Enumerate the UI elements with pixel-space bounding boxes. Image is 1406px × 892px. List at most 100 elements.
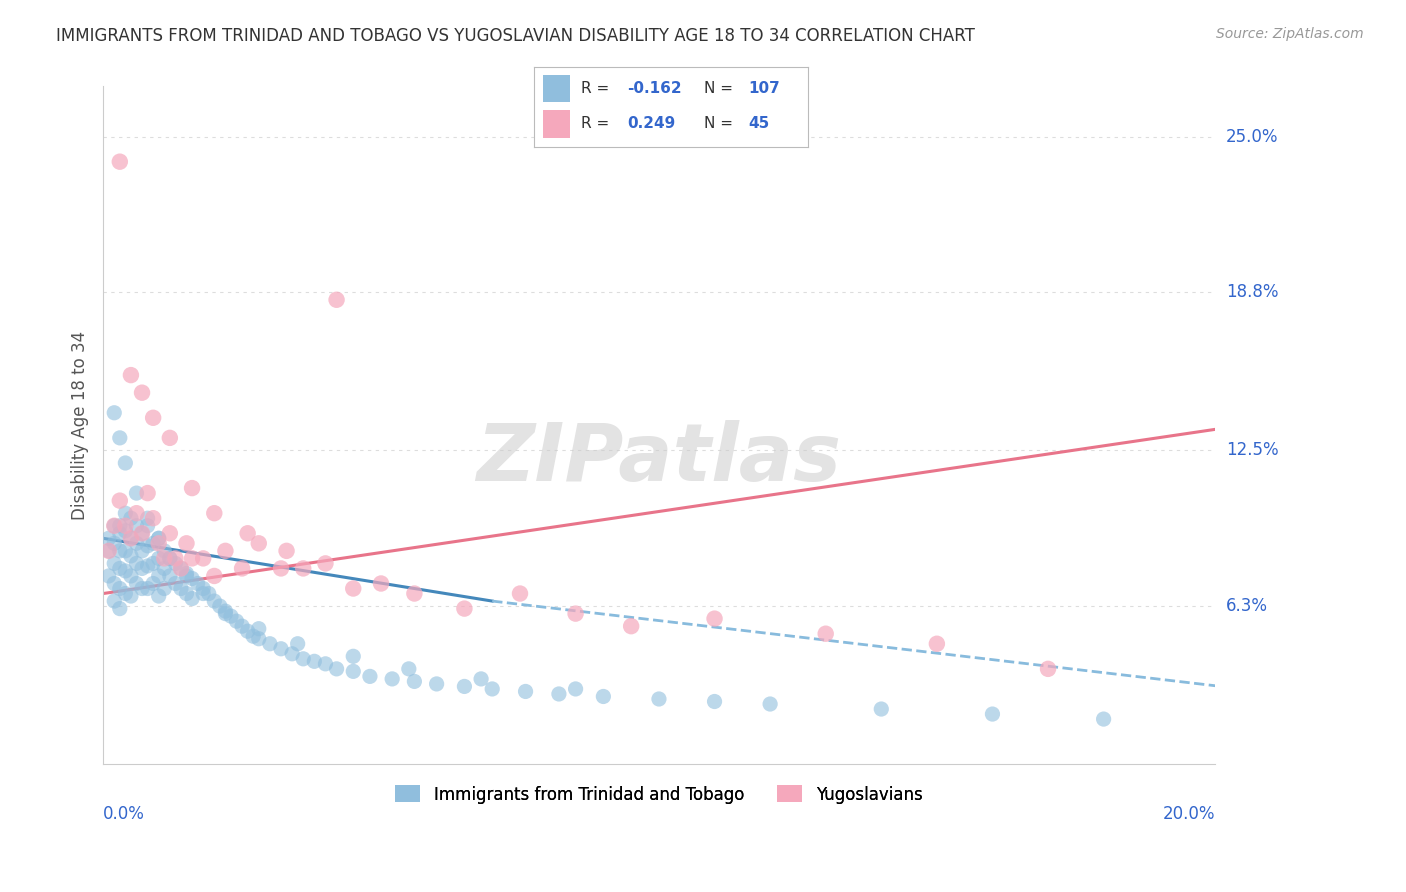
Text: 20.0%: 20.0% <box>1163 805 1215 823</box>
Point <box>509 586 531 600</box>
Point <box>136 558 159 573</box>
Point <box>176 536 198 550</box>
Point <box>1092 712 1115 726</box>
Point <box>103 518 125 533</box>
Point <box>142 536 165 550</box>
Point <box>193 582 215 596</box>
Point <box>814 626 837 640</box>
Point <box>515 684 537 698</box>
Point <box>181 591 204 606</box>
Text: 0.0%: 0.0% <box>103 805 145 823</box>
Point <box>114 518 136 533</box>
Point <box>170 561 193 575</box>
Point <box>231 619 253 633</box>
Point <box>342 582 364 596</box>
Point <box>470 672 492 686</box>
FancyBboxPatch shape <box>543 75 569 103</box>
Point <box>108 431 131 445</box>
Point <box>153 582 176 596</box>
Point <box>153 551 176 566</box>
Point <box>703 694 725 708</box>
Point <box>125 536 148 550</box>
Point <box>97 531 120 545</box>
Point <box>142 557 165 571</box>
Point <box>176 586 198 600</box>
Point <box>120 368 142 383</box>
Point <box>202 569 225 583</box>
Point <box>214 607 236 621</box>
Point <box>398 662 420 676</box>
Point <box>259 637 281 651</box>
Point <box>148 569 170 583</box>
Text: 18.8%: 18.8% <box>1226 284 1278 301</box>
Point <box>208 599 231 613</box>
Point <box>270 641 292 656</box>
Point <box>142 576 165 591</box>
Point <box>181 481 204 495</box>
Point <box>159 569 181 583</box>
Point <box>187 576 209 591</box>
Point <box>103 536 125 550</box>
Text: ZIPatlas: ZIPatlas <box>477 420 841 499</box>
Point <box>325 662 347 676</box>
Point <box>103 576 125 591</box>
Point <box>342 665 364 679</box>
Point <box>159 551 181 566</box>
Point <box>131 582 153 596</box>
Point <box>193 586 215 600</box>
Point <box>170 561 193 575</box>
Point <box>292 652 315 666</box>
Point <box>148 531 170 545</box>
Text: 6.3%: 6.3% <box>1226 597 1268 615</box>
Point <box>592 690 614 704</box>
Point <box>292 561 315 575</box>
Point <box>314 557 336 571</box>
Point <box>564 681 586 696</box>
Point <box>136 582 159 596</box>
Point <box>181 572 204 586</box>
Point <box>159 551 181 566</box>
Text: 45: 45 <box>748 116 769 131</box>
Point <box>103 518 125 533</box>
Point <box>114 564 136 578</box>
Text: -0.162: -0.162 <box>627 81 682 96</box>
Point <box>131 526 153 541</box>
Point <box>131 385 153 400</box>
Point <box>108 493 131 508</box>
Point <box>114 506 136 520</box>
Text: Source: ZipAtlas.com: Source: ZipAtlas.com <box>1216 27 1364 41</box>
Point <box>247 622 270 636</box>
Point <box>236 624 259 639</box>
Point <box>404 586 426 600</box>
Point <box>165 551 187 566</box>
Point <box>125 518 148 533</box>
Point <box>142 511 165 525</box>
Point <box>159 526 181 541</box>
Point <box>287 637 309 651</box>
Point <box>148 589 170 603</box>
Point <box>97 544 120 558</box>
Point <box>703 612 725 626</box>
Point <box>120 531 142 545</box>
Text: R =: R = <box>581 81 614 96</box>
Point <box>103 406 125 420</box>
Point <box>114 544 136 558</box>
Point <box>108 526 131 541</box>
Point <box>276 544 298 558</box>
Point <box>125 486 148 500</box>
Point <box>136 486 159 500</box>
Point <box>114 456 136 470</box>
Point <box>759 697 782 711</box>
FancyBboxPatch shape <box>543 111 569 137</box>
Point <box>381 672 404 686</box>
Point <box>103 594 125 608</box>
Point <box>142 410 165 425</box>
Point <box>131 561 153 575</box>
Point <box>236 526 259 541</box>
Point <box>148 531 170 545</box>
Point <box>648 692 671 706</box>
Point <box>342 649 364 664</box>
Point <box>231 561 253 575</box>
Point <box>453 680 475 694</box>
Point <box>165 576 187 591</box>
